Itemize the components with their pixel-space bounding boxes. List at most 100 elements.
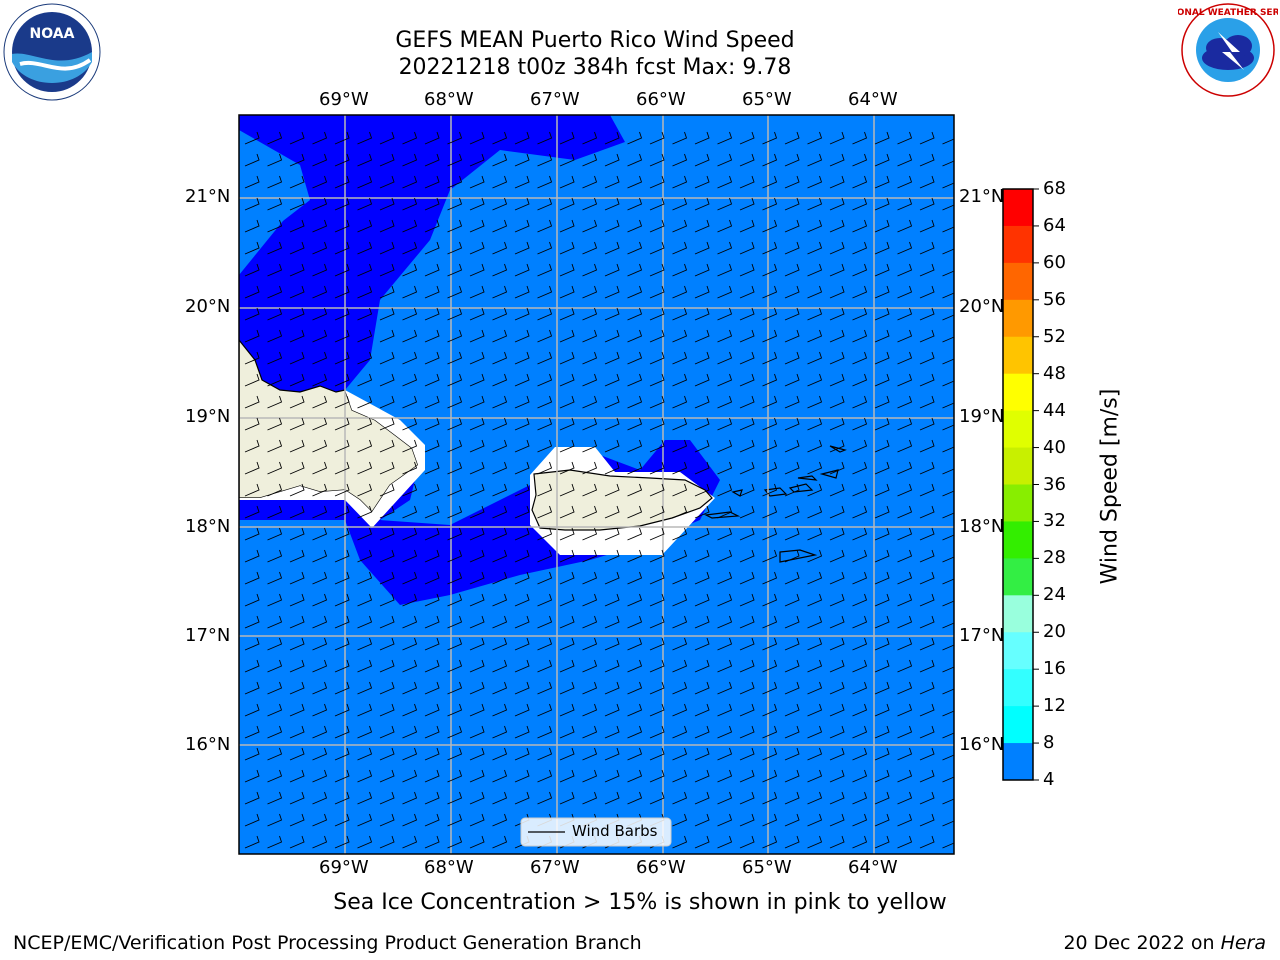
wind-barb xyxy=(312,791,328,805)
wind-barb xyxy=(942,798,954,805)
wind-barb xyxy=(492,329,508,343)
wind-barb xyxy=(784,461,800,475)
wind-barb xyxy=(717,571,733,585)
wind-barb xyxy=(942,336,954,343)
wind-barb xyxy=(379,593,395,607)
wind-barb xyxy=(784,615,800,629)
wind-barb xyxy=(627,659,643,673)
wind-barb xyxy=(694,263,710,277)
wind-barb xyxy=(537,791,553,805)
wind-barb xyxy=(537,329,553,343)
wind-barb xyxy=(897,417,913,431)
wind-barb xyxy=(604,351,620,365)
virgin-islands-outline xyxy=(703,445,847,563)
colorbar-segment xyxy=(1003,706,1033,744)
wind-barb xyxy=(717,417,733,431)
wind-barb xyxy=(649,725,665,739)
wind-barb xyxy=(514,153,530,167)
wind-barb xyxy=(244,527,260,541)
wind-barb xyxy=(762,483,778,497)
wind-barb xyxy=(807,725,823,739)
wind-barb xyxy=(244,835,260,849)
wind-barb xyxy=(807,527,823,541)
wind-barb xyxy=(357,307,373,321)
wind-barb xyxy=(852,439,868,453)
wind-barb xyxy=(379,615,395,629)
colorbar-segment xyxy=(1003,262,1033,301)
wind-barb xyxy=(649,615,665,629)
wind-barb xyxy=(694,439,710,453)
colorbar-segment xyxy=(1003,743,1033,781)
wind-barb xyxy=(807,175,823,189)
colorbar-segment xyxy=(1003,484,1033,522)
wind-barb xyxy=(514,659,530,673)
wind-barb xyxy=(379,461,395,475)
wind-barb xyxy=(447,637,463,651)
wind-barb xyxy=(537,571,553,585)
wind-barb xyxy=(537,703,553,717)
wind-barb xyxy=(852,131,868,145)
wind-barb xyxy=(604,263,620,277)
wind-barb xyxy=(852,747,868,761)
wind-barb xyxy=(852,791,868,805)
wind-barb xyxy=(807,241,823,255)
wind-barb xyxy=(379,813,395,827)
wind-barb xyxy=(402,483,418,497)
wind-barb xyxy=(784,681,800,695)
wind-barb xyxy=(424,241,440,255)
wind-barb xyxy=(762,813,778,827)
wind-barb xyxy=(717,681,733,695)
wind-barb xyxy=(402,329,418,343)
wind-barb xyxy=(897,483,913,497)
footer-system: Hera xyxy=(1220,932,1266,954)
wind-barb xyxy=(627,769,643,783)
wind-barb xyxy=(874,769,890,783)
wind-barb xyxy=(424,835,440,849)
wind-barb xyxy=(672,285,688,299)
wind-barb xyxy=(447,791,463,805)
wind-barb xyxy=(942,292,954,299)
wind-barb xyxy=(694,703,710,717)
wind-barb xyxy=(559,615,575,629)
wind-barb xyxy=(897,219,913,233)
wind-barb xyxy=(582,439,598,453)
wind-barb xyxy=(627,175,643,189)
wind-barb xyxy=(514,219,530,233)
wind-barb xyxy=(334,197,350,211)
wind-barb xyxy=(424,461,440,475)
wind-barb xyxy=(469,593,485,607)
wind-barb xyxy=(762,527,778,541)
wind-barb xyxy=(672,549,688,563)
wind-barb xyxy=(334,483,350,497)
wind-barb xyxy=(244,307,260,321)
wind-barb xyxy=(537,725,553,739)
wind-barb xyxy=(312,637,328,651)
colorbar-tick-label: 68 xyxy=(1043,178,1066,199)
wind-barb xyxy=(469,153,485,167)
wind-barb xyxy=(717,835,733,849)
wind-barb xyxy=(762,703,778,717)
wind-barb xyxy=(874,681,890,695)
wind-barb xyxy=(244,131,260,145)
wind-barb xyxy=(267,725,283,739)
wind-barb xyxy=(807,417,823,431)
wind-barb xyxy=(244,329,260,343)
wind-barb xyxy=(402,461,418,475)
wind-barb xyxy=(627,461,643,475)
wind-barb xyxy=(672,659,688,673)
wind-barb xyxy=(672,197,688,211)
wind-barb xyxy=(582,637,598,651)
wind-barb xyxy=(739,813,755,827)
wind-barb xyxy=(289,593,305,607)
wind-barb xyxy=(672,373,688,387)
wind-barb xyxy=(469,527,485,541)
wind-barb xyxy=(942,534,954,541)
wind-barb xyxy=(942,578,954,585)
wind-barb xyxy=(492,241,508,255)
wind-barb xyxy=(402,131,418,145)
wind-barb xyxy=(739,791,755,805)
wind-barb xyxy=(829,527,845,541)
wind-barb xyxy=(784,791,800,805)
wind-barb xyxy=(334,615,350,629)
wind-barb xyxy=(672,505,688,519)
